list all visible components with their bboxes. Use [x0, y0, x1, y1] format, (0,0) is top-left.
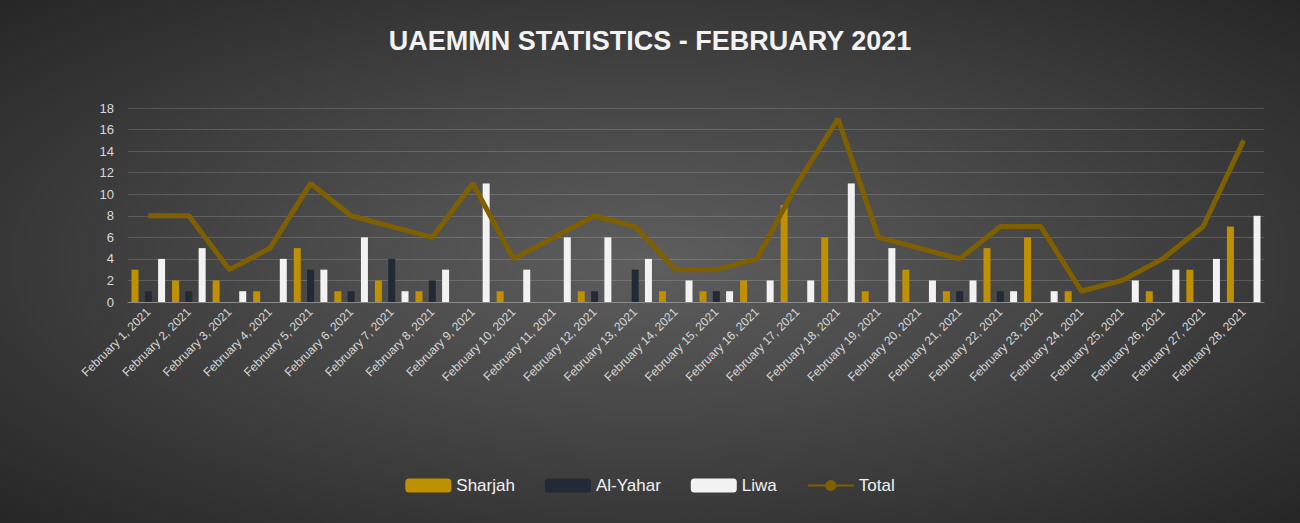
svg-text:February 14, 2021: February 14, 2021 [602, 305, 681, 384]
svg-text:February 2, 2021: February 2, 2021 [119, 305, 194, 380]
svg-text:0: 0 [107, 295, 114, 310]
svg-text:18: 18 [100, 101, 114, 116]
svg-text:12: 12 [100, 165, 114, 180]
svg-text:February 24, 2021: February 24, 2021 [1007, 305, 1086, 384]
svg-text:February 5, 2021: February 5, 2021 [241, 305, 316, 380]
svg-text:February 6, 2021: February 6, 2021 [282, 305, 357, 380]
svg-text:February 17, 2021: February 17, 2021 [723, 305, 802, 384]
svg-text:February 13, 2021: February 13, 2021 [561, 305, 640, 384]
svg-text:Al-Yahar: Al-Yahar [596, 476, 661, 495]
svg-text:February 4, 2021: February 4, 2021 [201, 305, 276, 380]
svg-text:February 11, 2021: February 11, 2021 [480, 305, 559, 384]
svg-text:February 21, 2021: February 21, 2021 [886, 305, 965, 384]
svg-text:February 25, 2021: February 25, 2021 [1048, 305, 1127, 384]
svg-text:February 16, 2021: February 16, 2021 [683, 305, 762, 384]
svg-text:10: 10 [100, 187, 114, 202]
svg-text:February 7, 2021: February 7, 2021 [322, 305, 397, 380]
svg-text:February 28, 2021: February 28, 2021 [1170, 305, 1249, 384]
svg-text:February 1, 2021: February 1, 2021 [79, 305, 154, 380]
svg-text:8: 8 [107, 208, 114, 223]
svg-text:4: 4 [107, 251, 114, 266]
svg-text:February 20, 2021: February 20, 2021 [845, 305, 924, 384]
svg-text:Total: Total [859, 476, 895, 495]
svg-text:Sharjah: Sharjah [456, 476, 515, 495]
svg-text:February 8, 2021: February 8, 2021 [363, 305, 438, 380]
svg-text:Liwa: Liwa [742, 476, 778, 495]
svg-text:February 9, 2021: February 9, 2021 [403, 305, 478, 380]
svg-text:February 3, 2021: February 3, 2021 [160, 305, 235, 380]
svg-text:February 22, 2021: February 22, 2021 [926, 305, 1005, 384]
svg-text:6: 6 [107, 230, 114, 245]
svg-text:14: 14 [100, 144, 114, 159]
svg-text:February 23, 2021: February 23, 2021 [967, 305, 1046, 384]
svg-text:February 12, 2021: February 12, 2021 [520, 305, 599, 384]
svg-text:UAEMMN STATISTICS - FEBRUARY 2: UAEMMN STATISTICS - FEBRUARY 2021 [389, 26, 912, 56]
svg-text:February 19, 2021: February 19, 2021 [804, 305, 883, 384]
svg-text:2: 2 [107, 273, 114, 288]
svg-text:16: 16 [100, 122, 114, 137]
svg-text:February 27, 2021: February 27, 2021 [1129, 305, 1208, 384]
svg-text:February 10, 2021: February 10, 2021 [439, 305, 518, 384]
svg-text:February 26, 2021: February 26, 2021 [1088, 305, 1167, 384]
svg-text:February 18, 2021: February 18, 2021 [764, 305, 843, 384]
svg-text:February 15, 2021: February 15, 2021 [642, 305, 721, 384]
